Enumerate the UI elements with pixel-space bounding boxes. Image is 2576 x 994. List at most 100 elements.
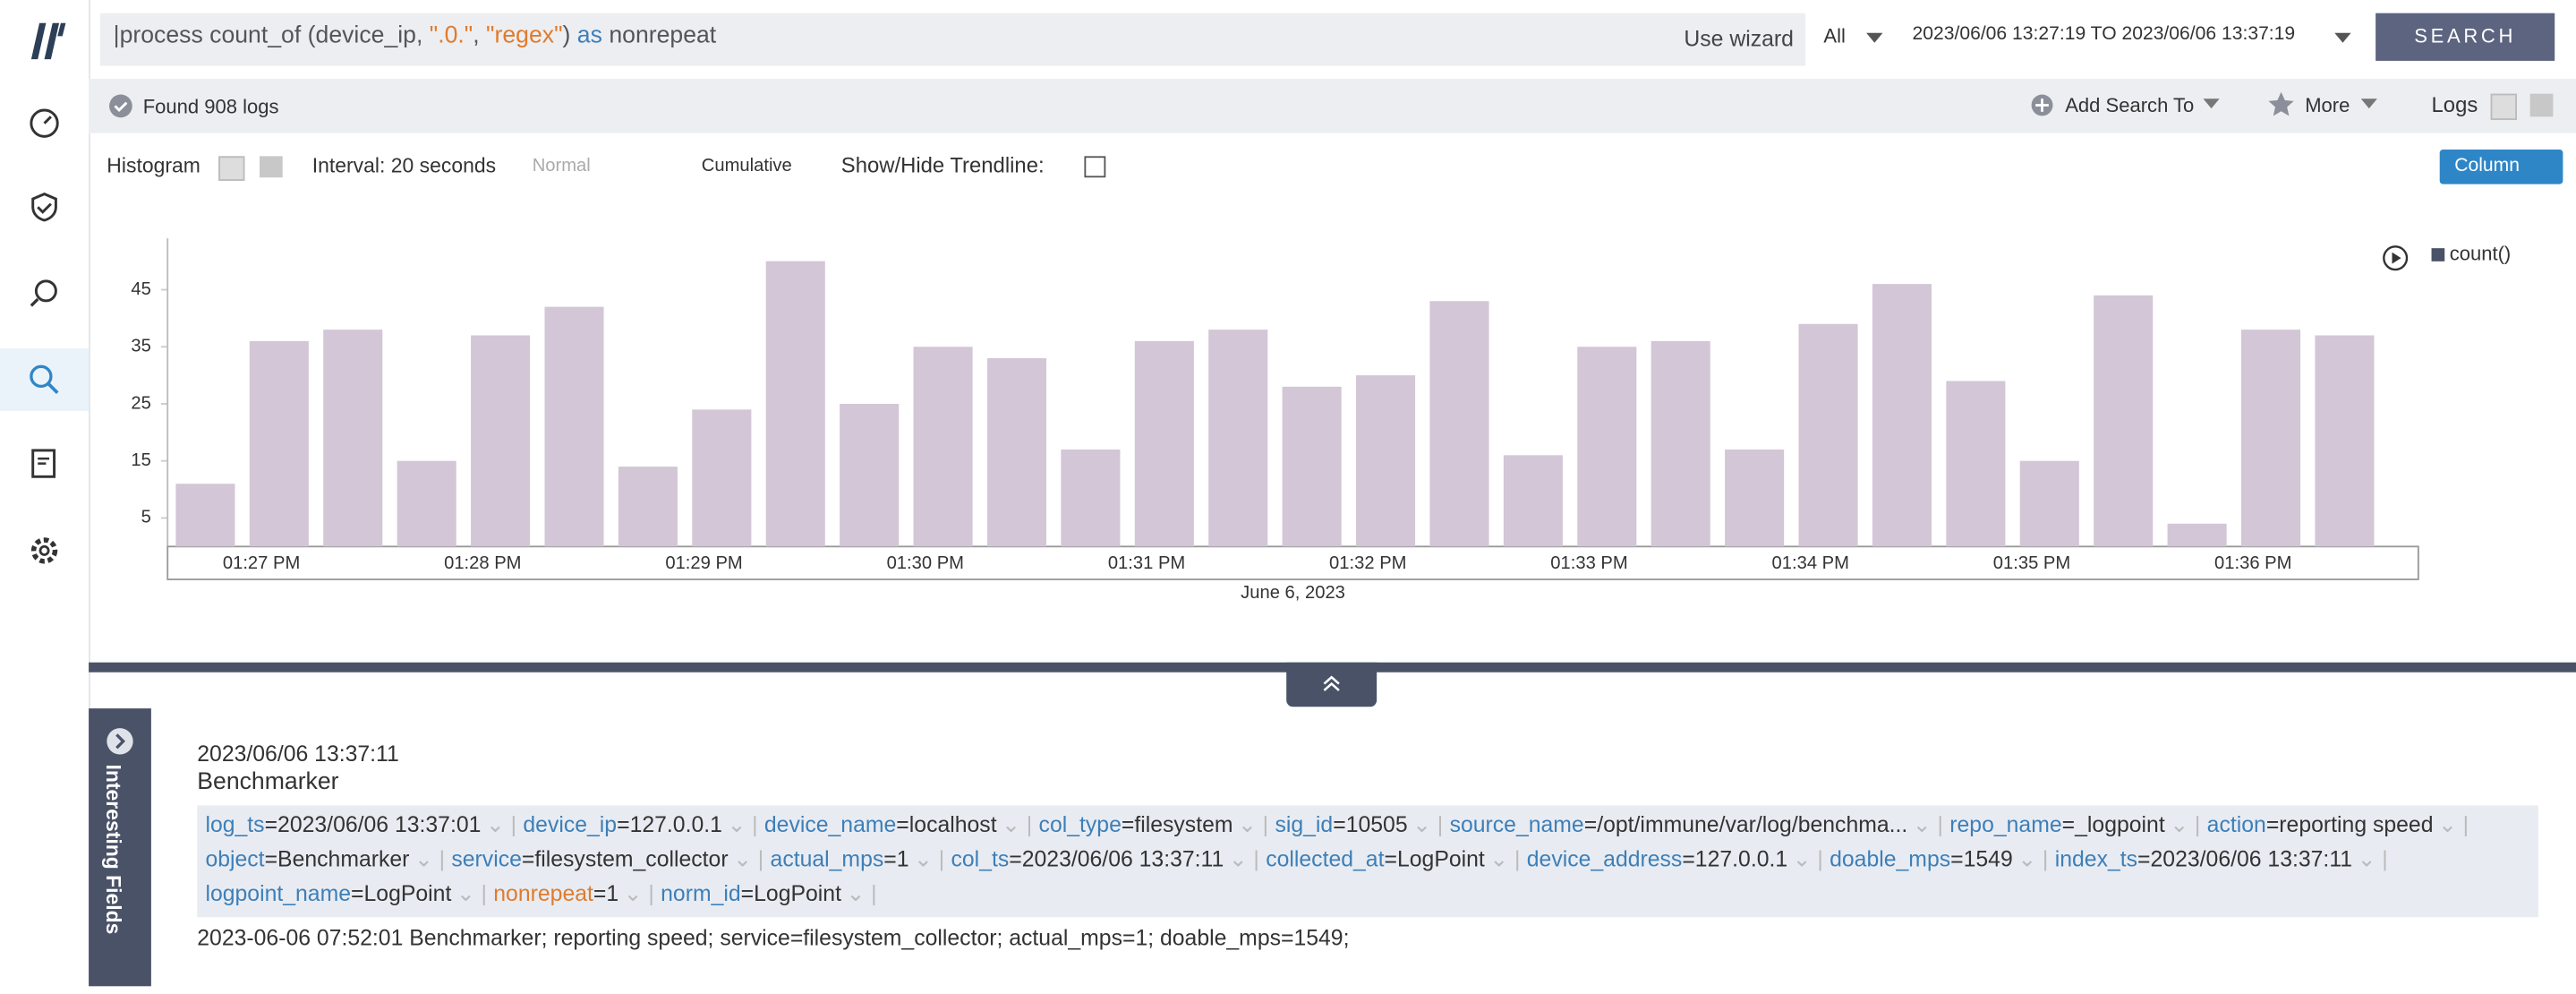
field-value: localhost	[908, 811, 997, 837]
field-key: device_ip	[523, 811, 618, 837]
bar	[2094, 295, 2154, 547]
separator: ⌄ |	[1238, 811, 1269, 837]
bar	[1429, 301, 1489, 547]
field: nonrepeat=1 ⌄ |	[493, 880, 654, 906]
tab-label: Interesting Fields	[102, 765, 125, 935]
field-key: actual_mps	[770, 846, 884, 871]
separator: ⌄ |	[2438, 811, 2469, 837]
bar	[1651, 340, 1710, 547]
field-value: _logpoint	[2075, 811, 2165, 837]
field-key: index_ts	[2054, 846, 2138, 871]
field: norm_id=LogPoint ⌄ |	[661, 880, 877, 906]
separator: ⌄ |	[1489, 846, 1521, 871]
bar	[1356, 375, 1416, 547]
dashboard-icon[interactable]	[28, 105, 61, 138]
field-value: 2023/06/06 13:37:01	[277, 811, 482, 837]
query-token: nonrepeat	[601, 22, 717, 50]
bar	[1577, 347, 1637, 547]
x-tick-label: 01:34 PM	[1772, 553, 1849, 573]
query-token: "regex"	[486, 22, 563, 50]
query-token: as	[576, 22, 602, 50]
bar	[323, 330, 383, 547]
field-value: 127.0.0.1	[629, 811, 722, 837]
field: doable_mps=1549 ⌄ |	[1830, 846, 2049, 871]
field-value: /opt/immune/var/log/benchma...	[1597, 811, 1908, 837]
separator: ⌄ |	[2357, 846, 2388, 871]
separator: ⌄ |	[1912, 811, 1943, 837]
investigate-icon[interactable]	[28, 276, 61, 309]
field-value: 1549	[1963, 846, 2013, 871]
field-key: log_ts	[205, 811, 265, 837]
legend-swatch	[2431, 248, 2445, 261]
field-key: doable_mps	[1830, 846, 1951, 871]
bar	[1134, 340, 1194, 547]
query-token: )	[562, 22, 577, 50]
field-key: col_ts	[951, 846, 1010, 871]
separator: ⌄ |	[2170, 811, 2201, 837]
field-value: LogPoint	[363, 880, 452, 906]
toggle[interactable]	[218, 156, 245, 181]
star-icon	[2268, 91, 2294, 116]
field: actual_mps=1 ⌄ |	[770, 846, 945, 871]
toggle[interactable]	[260, 156, 283, 178]
log-time: 2023/06/06 13:37:11	[197, 741, 399, 767]
report-icon[interactable]	[28, 447, 61, 480]
caret	[1866, 32, 1883, 43]
x-tick-label: 01:27 PM	[223, 553, 300, 573]
bar	[1208, 330, 1268, 547]
bar	[618, 467, 678, 547]
status-bar: Found 908 logs Add Search To More Logs	[89, 79, 2576, 133]
trendline-label: Show/Hide Trendline:	[840, 152, 1045, 178]
bar	[1061, 449, 1121, 547]
bar	[544, 306, 604, 547]
fields-tab[interactable]: Interesting Fields	[89, 708, 151, 987]
more[interactable]: More	[2305, 93, 2350, 117]
query-box[interactable]: |process count_of (device_ip, ".0.", "re…	[99, 13, 1806, 66]
wizard-link[interactable]: Use wizard	[1684, 26, 1794, 51]
field: repo_name=_logpoint ⌄ |	[1949, 811, 2201, 837]
x-tick-label: 01:30 PM	[887, 553, 964, 573]
logo	[30, 22, 66, 60]
field: device_ip=127.0.0.1 ⌄ |	[523, 811, 758, 837]
play-button[interactable]	[2383, 245, 2409, 271]
x-tick-label: 01:31 PM	[1108, 553, 1185, 573]
field: col_ts=2023/06/06 13:37:11 ⌄ |	[951, 846, 1259, 871]
sidebar	[0, 0, 90, 987]
caret	[2334, 32, 2351, 43]
field-value: 10505	[1345, 811, 1408, 837]
field-key: repo_name	[1949, 811, 2062, 837]
y-tick-label: 45	[131, 279, 150, 299]
query-token: ".0."	[429, 22, 473, 50]
found-count: Found 908 logs	[142, 95, 279, 119]
field-value: 2023/06/06 13:37:11	[2150, 846, 2353, 871]
time-range[interactable]: 2023/06/06 13:27:19 TO 2023/06/06 13:37:…	[1912, 24, 2296, 45]
view-toggle[interactable]	[2529, 93, 2554, 117]
scope[interactable]: All	[1823, 24, 1846, 48]
search-button[interactable]: SEARCH	[2376, 13, 2555, 61]
view-toggle[interactable]	[2490, 93, 2517, 120]
chart-type[interactable]: Column	[2439, 150, 2563, 184]
tab-content: Interesting Fields	[102, 728, 133, 935]
separator: ⌄ |	[846, 880, 877, 906]
separator: ⌄ |	[485, 811, 517, 837]
search-icon[interactable]	[28, 364, 61, 397]
settings-icon[interactable]	[28, 535, 61, 568]
separator: ⌄ |	[623, 880, 654, 906]
field-value: Benchmarker	[277, 846, 410, 871]
collapse-handle[interactable]	[1286, 662, 1378, 707]
trendline-checkbox[interactable]	[1084, 156, 1106, 178]
caret	[2203, 99, 2220, 109]
normal-mode[interactable]: Normal	[532, 156, 591, 176]
x-tick-label: 01:29 PM	[665, 553, 742, 573]
add-search[interactable]: Add Search To	[2065, 93, 2195, 117]
separator: ⌄ |	[1002, 811, 1033, 837]
shield-icon[interactable]	[28, 191, 61, 224]
bar	[692, 409, 752, 547]
cumulative-mode[interactable]: Cumulative	[701, 156, 792, 176]
fields: log_ts=2023/06/06 13:37:01 ⌄ | device_ip=1…	[197, 805, 2538, 918]
y-tick-label: 25	[131, 393, 150, 413]
histogram-label: Histogram	[107, 154, 200, 178]
check-icon	[109, 94, 132, 118]
histogram: 5 15 25 35 45 01:27 PM 01:28 PM 01:29 PM 01:30 P…	[131, 238, 2511, 603]
field-key: collected_at	[1266, 846, 1385, 871]
